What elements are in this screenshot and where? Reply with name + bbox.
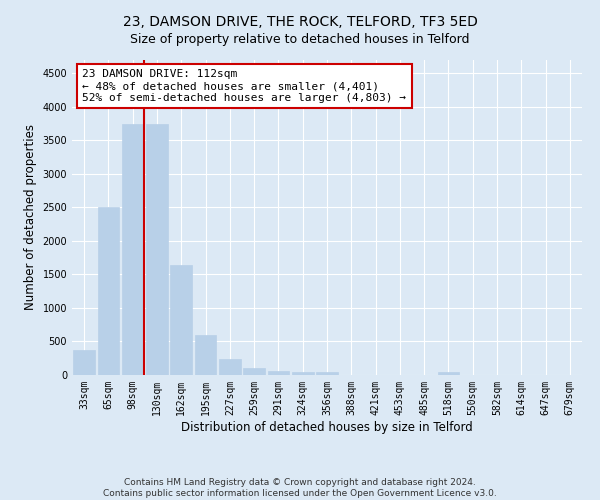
Text: Size of property relative to detached houses in Telford: Size of property relative to detached ho…: [130, 32, 470, 46]
Bar: [146, 124, 168, 375]
Text: Contains HM Land Registry data © Crown copyright and database right 2024.
Contai: Contains HM Land Registry data © Crown c…: [103, 478, 497, 498]
Bar: [292, 372, 314, 375]
Bar: [122, 124, 143, 375]
Bar: [170, 265, 192, 375]
Bar: [73, 350, 95, 375]
Y-axis label: Number of detached properties: Number of detached properties: [24, 124, 37, 310]
Bar: [219, 359, 241, 375]
Text: 23, DAMSON DRIVE, THE ROCK, TELFORD, TF3 5ED: 23, DAMSON DRIVE, THE ROCK, TELFORD, TF3…: [122, 15, 478, 29]
Bar: [268, 371, 289, 375]
Bar: [316, 372, 338, 375]
X-axis label: Distribution of detached houses by size in Telford: Distribution of detached houses by size …: [181, 420, 473, 434]
Bar: [437, 372, 460, 375]
Text: 23 DAMSON DRIVE: 112sqm
← 48% of detached houses are smaller (4,401)
52% of semi: 23 DAMSON DRIVE: 112sqm ← 48% of detache…: [82, 70, 406, 102]
Bar: [194, 335, 217, 375]
Bar: [243, 368, 265, 375]
Bar: [97, 208, 119, 375]
